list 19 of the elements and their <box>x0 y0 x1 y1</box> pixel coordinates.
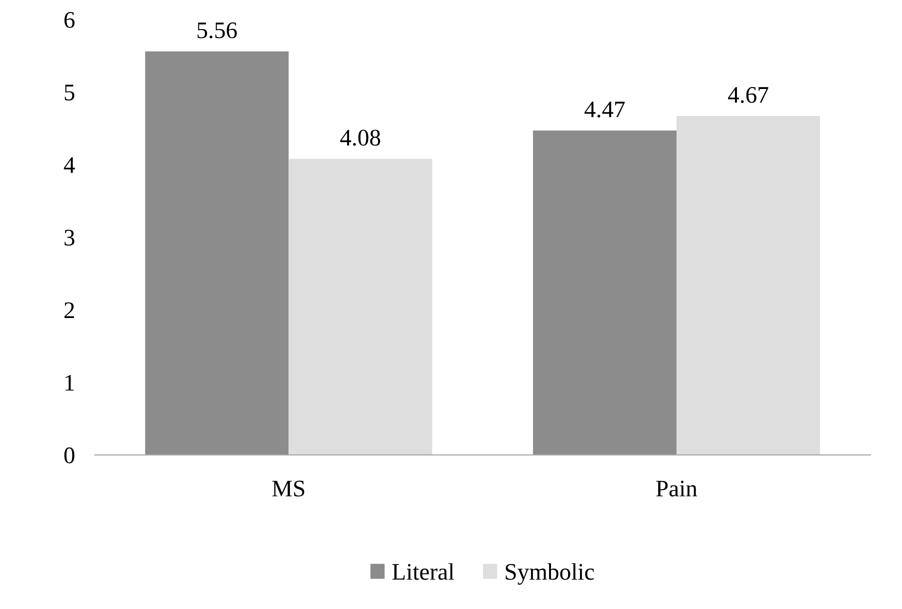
legend-label: Symbolic <box>506 563 594 585</box>
y-tick-label: 3 <box>64 230 74 246</box>
bar <box>145 51 289 455</box>
data-label: 4.67 <box>728 87 768 103</box>
bar <box>288 158 432 455</box>
data-label: 4.08 <box>340 130 380 146</box>
y-tick-label: 0 <box>64 447 74 464</box>
y-tick-label: 5 <box>64 84 74 100</box>
legend-label: Literal <box>392 563 454 580</box>
bar <box>532 130 676 455</box>
x-tick-label: Pain <box>656 480 698 497</box>
y-tick-label: 1 <box>66 374 74 391</box>
y-tick-label: 2 <box>64 302 74 318</box>
data-label: 4.47 <box>584 102 625 118</box>
y-tick-label: 6 <box>64 12 75 28</box>
x-tick-label: MS <box>272 480 304 497</box>
data-label: 5.56 <box>198 22 237 38</box>
bar <box>676 116 820 455</box>
y-tick-label: 4 <box>64 157 75 173</box>
